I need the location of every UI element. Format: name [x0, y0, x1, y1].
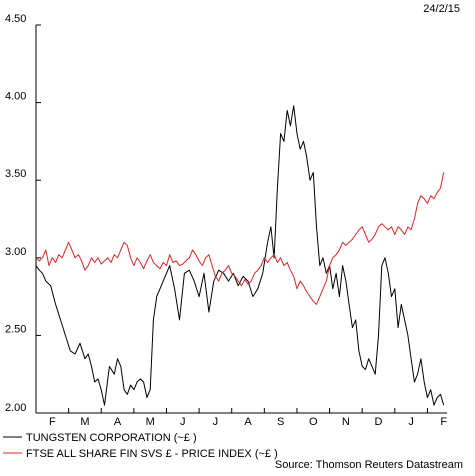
x-tick-label: J: [408, 416, 414, 428]
x-tick-label: J: [180, 416, 186, 428]
y-tick-label: 4.00: [5, 91, 26, 103]
x-tick-label: M: [146, 416, 155, 428]
x-tick-label: F: [49, 416, 56, 428]
y-tick-label: 3.50: [5, 168, 26, 180]
x-tick-label: M: [80, 416, 89, 428]
legend-label-2: FTSE ALL SHARE FIN SVS £ - PRICE INDEX (…: [26, 448, 278, 460]
legend-label-1: TUNGSTEN CORPORATION (~£ ): [26, 432, 197, 444]
y-tick-label: 2.50: [5, 323, 26, 335]
x-tick-label: O: [309, 416, 318, 428]
y-axis: 2.00 2.50 3.00 3.50 4.00 4.50: [5, 13, 41, 414]
y-tick-label: 2.00: [5, 402, 26, 414]
series-line-1: [35, 105, 445, 406]
date-label: 24/2/15: [423, 3, 460, 15]
x-tick-label: S: [277, 416, 284, 428]
y-tick-label: 3.00: [5, 246, 26, 258]
y-tick-label: 4.50: [5, 13, 26, 25]
series-line-2: [35, 172, 445, 305]
x-tick-label: D: [375, 416, 383, 428]
legend: TUNGSTEN CORPORATION (~£ ) FTSE ALL SHARE…: [3, 432, 278, 460]
x-tick-label: A: [114, 416, 122, 428]
source-label: Source: Thomson Reuters Datastream: [274, 459, 463, 471]
x-tick-label: J: [213, 416, 219, 428]
x-tick-label: N: [342, 416, 350, 428]
series-layer: [35, 105, 445, 406]
x-tick-label: F: [440, 416, 447, 428]
x-tick-label: A: [244, 416, 252, 428]
